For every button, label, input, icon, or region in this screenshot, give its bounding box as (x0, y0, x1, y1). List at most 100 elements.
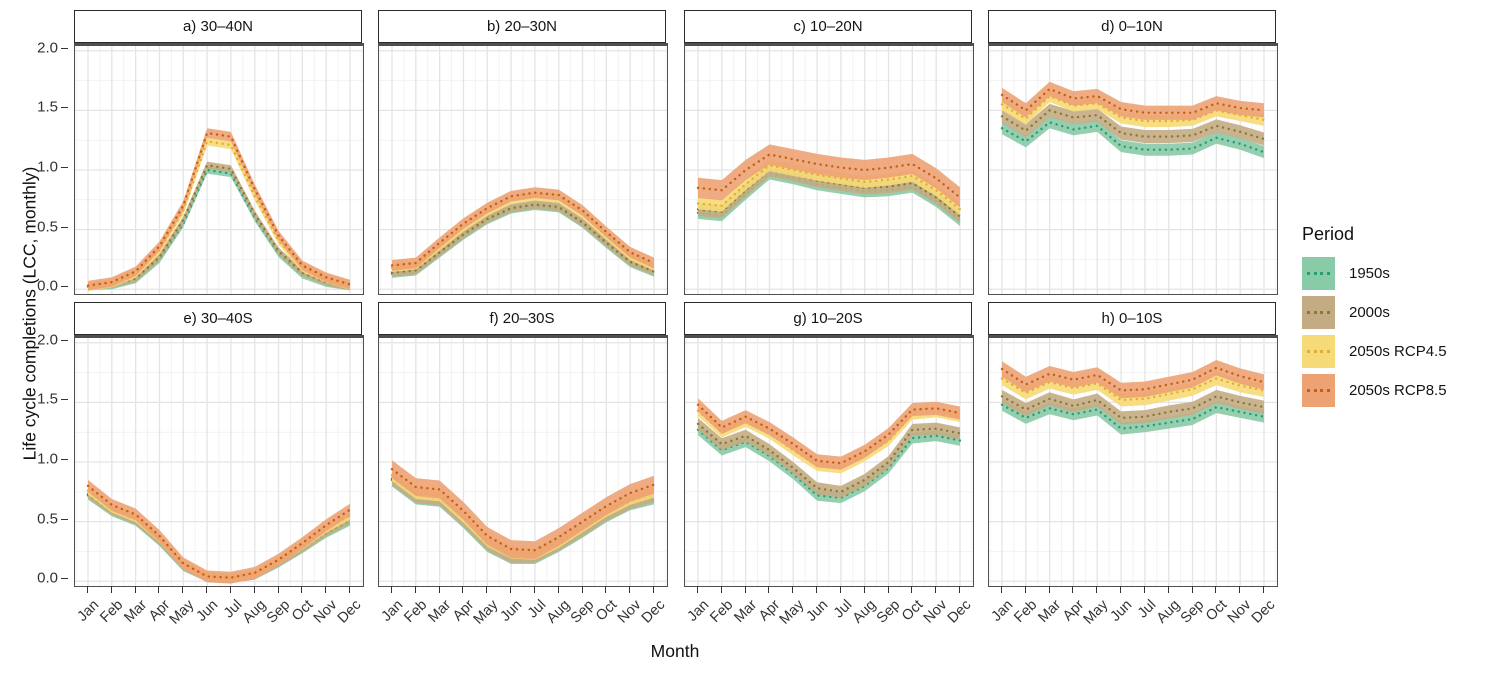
x-tick (253, 586, 255, 593)
x-tick-label: Dec (1248, 597, 1279, 627)
x-tick (486, 586, 488, 593)
ribbon-chart (685, 46, 973, 294)
facet-panel-c (684, 43, 974, 295)
x-tick (1191, 586, 1193, 593)
ribbon (88, 161, 350, 291)
ribbon (392, 460, 654, 560)
x-tick (1024, 586, 1026, 593)
x-tick (87, 586, 88, 593)
legend-item-1950s: 1950s (1302, 257, 1447, 290)
x-axis-col-0: Jan Feb Mar Apr May Jun Jul Aug Sep Oct Nov Dec (74, 586, 365, 638)
facet-panel-e (74, 335, 364, 587)
facet-panel-a (74, 43, 364, 295)
x-tick (158, 586, 160, 593)
y-tick-label: 0.0 (37, 569, 58, 587)
x-tick (816, 586, 818, 593)
dotted-line-icon (1306, 311, 1331, 314)
x-tick (653, 586, 654, 593)
y-tick (61, 47, 68, 49)
legend-swatch-2000s-icon (1302, 296, 1335, 329)
legend-swatch-1950s-icon (1302, 257, 1335, 290)
x-tick (1215, 586, 1217, 593)
gridlines (75, 338, 363, 586)
facet-strip-e: e) 30–40S (74, 302, 362, 335)
facet-title: e) 30–40S (183, 310, 253, 327)
x-tick (206, 586, 208, 593)
x-tick-label: Dec (334, 597, 365, 627)
x-tick (301, 586, 303, 593)
dotted-center-line (1000, 403, 1266, 430)
x-tick-label: Feb (1011, 597, 1041, 626)
dotted-center-line (1000, 120, 1266, 154)
facet-strip-a: a) 30–40N (74, 10, 362, 43)
x-tick-label: Oct (289, 597, 317, 625)
x-tick (1239, 586, 1241, 593)
dotted-center-line (696, 428, 962, 499)
series-2050s RCP8.5 (696, 398, 962, 470)
legend-label: 1950s (1349, 265, 1390, 282)
ribbon (698, 144, 960, 208)
ribbon-chart (75, 338, 363, 586)
x-tick (325, 586, 327, 593)
x-tick-label: Jan (74, 597, 103, 625)
series-2050s RCP8.5 (1000, 81, 1266, 120)
ribbon-chart (75, 46, 363, 294)
facet-title: c) 10–20N (793, 18, 863, 35)
y-tick (61, 339, 68, 341)
x-axis-col-1: Jan Feb Mar Apr May Jun Jul Aug Sep Oct Nov Dec (378, 586, 669, 638)
series-2050s RCP8.5 (86, 479, 352, 584)
x-tick (629, 586, 631, 593)
y-tick-label: 0.5 (37, 510, 58, 528)
series-1950s (1000, 116, 1266, 159)
x-tick-label: Dec (638, 597, 669, 627)
x-tick (462, 586, 464, 593)
legend-item-2000s: 2000s (1302, 296, 1447, 329)
dotted-center-line (390, 467, 656, 552)
legend-label: 2050s RCP8.5 (1349, 382, 1447, 399)
ribbon (698, 167, 960, 227)
x-tick (391, 586, 392, 593)
x-tick-label: Nov (310, 597, 341, 627)
legend-title: Period (1302, 224, 1355, 244)
legend-label: 2050s RCP4.5 (1349, 343, 1447, 360)
y-axis-bottom-row: 0.0 0.5 1.0 1.5 2.0 (28, 331, 68, 587)
y-tick-label: 0.0 (37, 277, 58, 295)
x-tick (935, 586, 937, 593)
x-tick (510, 586, 512, 593)
legend: Period 1950s 2000s 2050s RCP4.5 2050s RC… (1302, 224, 1447, 413)
x-tick (1048, 586, 1050, 593)
x-tick-label: Aug (543, 597, 574, 627)
x-tick (349, 586, 350, 593)
x-tick (1072, 586, 1074, 593)
x-tick (792, 586, 794, 593)
x-tick (110, 586, 112, 593)
x-tick-label: Jan (684, 597, 713, 625)
facet-panel-d (988, 43, 1278, 295)
y-tick (61, 578, 68, 580)
x-tick (605, 586, 607, 593)
x-tick (1143, 586, 1145, 593)
series-2000s (86, 161, 352, 291)
x-tick (229, 586, 231, 593)
facet-title: a) 30–40N (182, 18, 254, 35)
x-tick-label: Oct (593, 597, 621, 625)
ribbon (392, 200, 654, 277)
dotted-line-icon (1306, 272, 1331, 275)
x-tick-label: Nov (920, 597, 951, 627)
gridlines (379, 46, 667, 294)
x-tick-label: Oct (1203, 597, 1231, 625)
facet-panel-b (378, 43, 668, 295)
x-tick (533, 586, 535, 593)
y-tick (61, 399, 68, 401)
facet-title: f) 20–30S (489, 310, 555, 327)
ribbon (88, 128, 350, 291)
series-2000s (696, 417, 962, 498)
ribbon (1002, 360, 1264, 399)
x-tick-label: Feb (707, 597, 737, 626)
dotted-center-line (1000, 395, 1266, 420)
ribbon (1002, 81, 1264, 120)
series-2000s (1000, 103, 1266, 146)
ribbon (698, 417, 960, 498)
x-tick-label: Dec (944, 597, 975, 627)
